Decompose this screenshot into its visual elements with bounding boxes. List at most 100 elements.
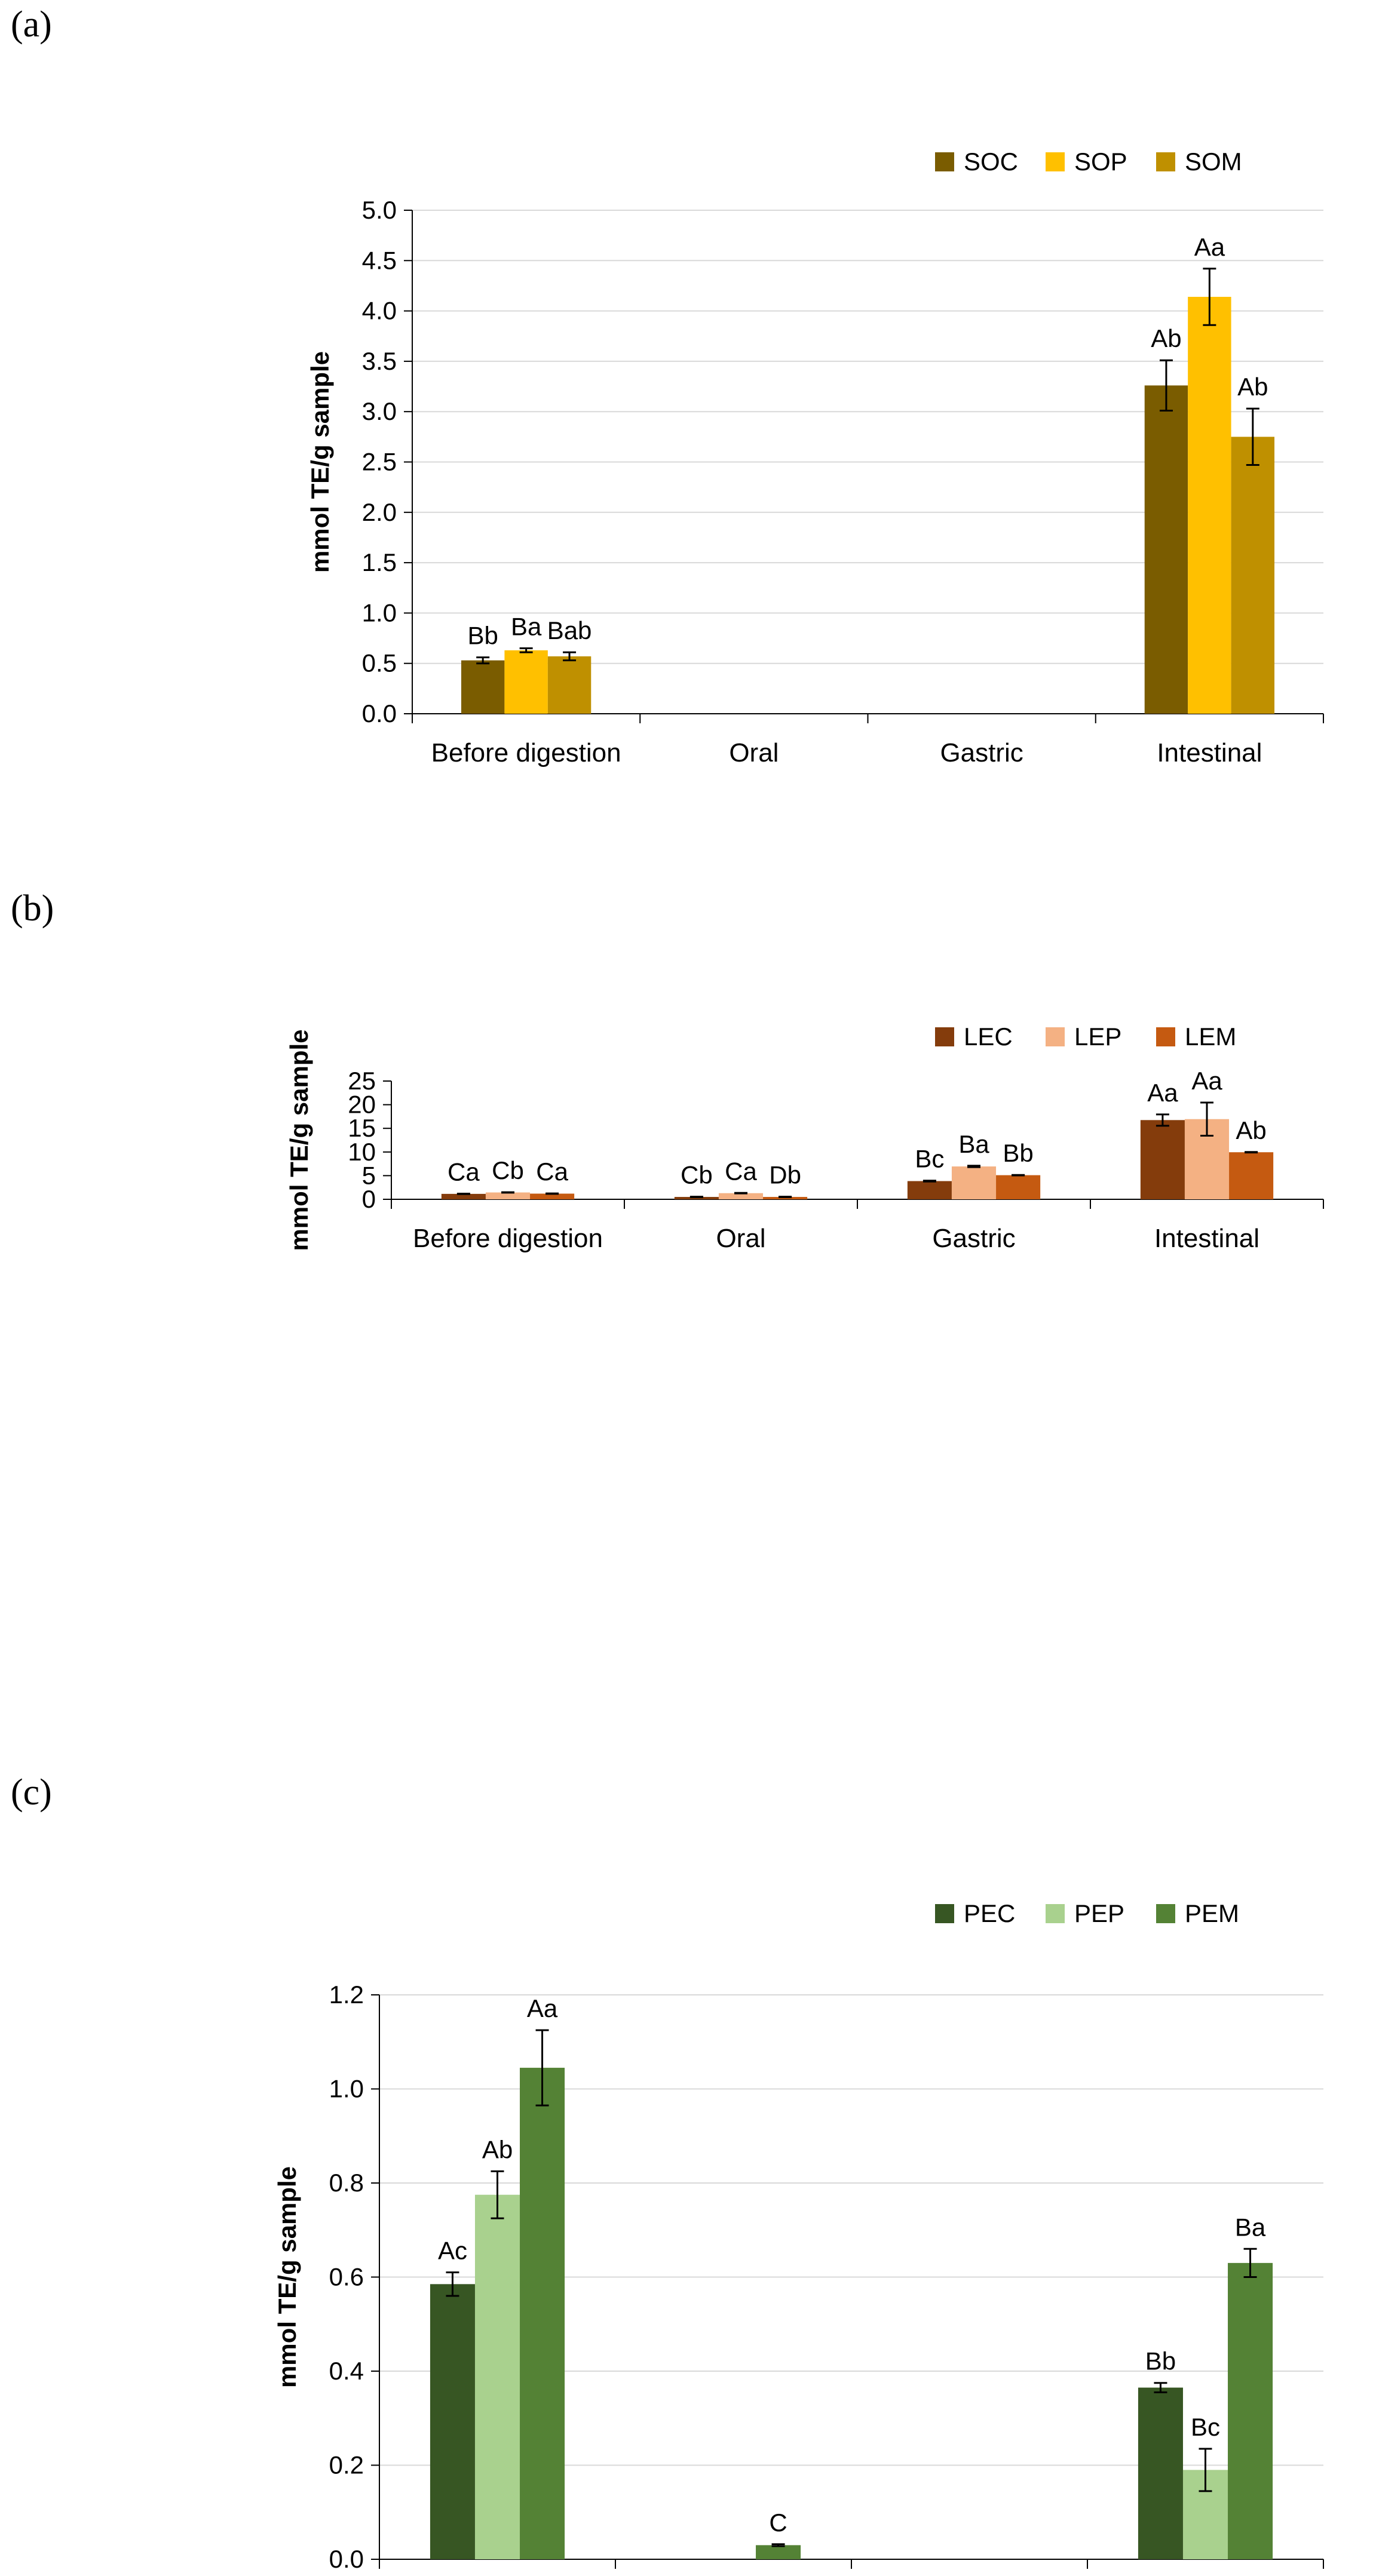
bar-data-label: Ca [725,1157,757,1185]
bar-data-label: Bb [1145,2347,1176,2375]
bar-data-label: Cb [681,1161,713,1189]
y-tick-label: 5.0 [362,196,397,224]
bar-data-label: Bc [915,1145,944,1173]
bar-data-label: Aa [1147,1079,1178,1107]
bar-data-label: Bc [1191,2413,1220,2441]
bar [763,1197,808,1199]
legend-label: LEC [964,1023,1013,1051]
bar [951,1166,997,1199]
bar-data-label: Aa [1191,1067,1222,1095]
bar-data-label: Bb [468,622,498,650]
bar [1144,385,1188,714]
legend-swatch [935,1904,954,1923]
y-tick-label: 5 [362,1161,376,1189]
legend-label: SOC [964,148,1018,176]
legend-swatch [935,1027,954,1046]
bar-data-label: Db [769,1161,801,1189]
bar [718,1193,764,1199]
bar [474,2194,520,2559]
y-tick-label: 2.5 [362,448,397,476]
bar [430,2284,475,2559]
chart-panel-b: (b) 0 5 10 15 20 25 Before digestion Oral Gastri… [0,884,1373,1720]
y-tick-label: 2.0 [362,498,397,526]
y-tick-label: 0.0 [362,699,397,727]
bar-data-label: C [769,2509,787,2537]
bar [520,2068,565,2559]
x-category-label: Oral [716,1224,765,1253]
legend-swatch [1156,152,1175,171]
bar [1140,1120,1185,1199]
bar-data-label: Ba [1235,2213,1266,2241]
bar [674,1197,719,1199]
bar-data-label: Ac [438,2237,467,2265]
bar-data-label: Ca [536,1157,568,1186]
chart-c: 0.00.20.40.60.81.01.2Before digestionOra… [273,1899,1324,2573]
x-category-label: Before digestion [413,1224,603,1253]
y-tick-label: 25 [348,1067,376,1095]
bar [1138,2387,1183,2559]
chart-a: 0.0 0.5 1.0 1.5 2.0 2.5 3.0 3.5 4.0 4.5 5.0 Before … [306,148,1324,767]
panel-label-a: (a) [11,4,52,45]
legend-label: PEM [1185,1899,1239,1927]
legend-label: LEM [1185,1023,1236,1051]
y-tick-label: 1.0 [329,2075,364,2103]
y-tick-label: 15 [348,1114,376,1142]
x-category-label: Before digestion [431,738,621,767]
panel-label-c: (c) [11,1772,52,1813]
y-tick-label: 0.8 [329,2169,364,2197]
bar-data-label: Ca [448,1157,480,1186]
y-tick-label: 0.2 [329,2451,364,2479]
bar [1188,296,1231,714]
bar-data-label: Aa [527,1994,558,2022]
y-tick-label: 1.0 [362,598,397,627]
y-tick-label: 3.0 [362,397,397,425]
legend-label: LEP [1074,1023,1121,1051]
legend-swatch [935,152,954,171]
y-axis-title: mmol TE/g sample [273,2166,301,2388]
bar-data-label: Ab [1236,1116,1266,1144]
bar-data-label: Ab [1237,373,1268,401]
legend-label: PEC [964,1899,1015,1927]
legend-label: SOM [1185,148,1242,176]
legend-swatch [1156,1027,1175,1046]
x-category-label: Oral [729,738,779,767]
bar-data-label: Aa [1194,233,1225,261]
bar [485,1192,531,1199]
x-category-label: Intestinal [1157,738,1262,767]
y-tick-label: 20 [348,1091,376,1119]
y-axis-title: mmol TE/g sample [285,1029,313,1251]
y-tick-label: 0.4 [329,2357,364,2385]
legend-label: SOP [1074,148,1127,176]
y-axis-title: mmol TE/g sample [306,351,334,573]
x-category-label: Gastric [940,738,1023,767]
bar [547,656,592,714]
legend-swatch [1046,1904,1065,1923]
legend-swatch [1156,1904,1175,1923]
bar-data-label: Bb [1003,1139,1033,1167]
bar-data-label: Ab [1151,324,1181,352]
y-tick-label: 1.5 [362,548,397,576]
legend-swatch [1046,1027,1065,1046]
x-category-label: Gastric [932,1224,1015,1253]
y-tick-label: 0.5 [362,649,397,677]
bar [504,650,548,714]
bar [461,660,505,714]
bar [1229,1152,1274,1199]
bar [907,1181,952,1199]
bar [996,1175,1041,1199]
bar-data-label: Cb [492,1156,524,1184]
y-tick-label: 10 [348,1138,376,1166]
bar [756,2545,801,2559]
legend-label: PEP [1074,1899,1124,1927]
bar-data-label: Bab [547,616,592,644]
bar-data-label: Ba [511,612,542,640]
x-category-label: Intestinal [1154,1224,1259,1253]
y-tick-label: 4.0 [362,297,397,325]
legend-swatch [1046,152,1065,171]
chart-panel-a: (a) 0.0 0.5 1.0 1.5 2.0 2.5 3.0 3.5 4.0 4.5 5.0 Bef… [0,0,1373,836]
bar-data-label: Ab [482,2135,513,2163]
y-tick-label: 0 [362,1185,376,1213]
bar [1231,437,1275,714]
y-tick-label: 4.5 [362,246,397,274]
